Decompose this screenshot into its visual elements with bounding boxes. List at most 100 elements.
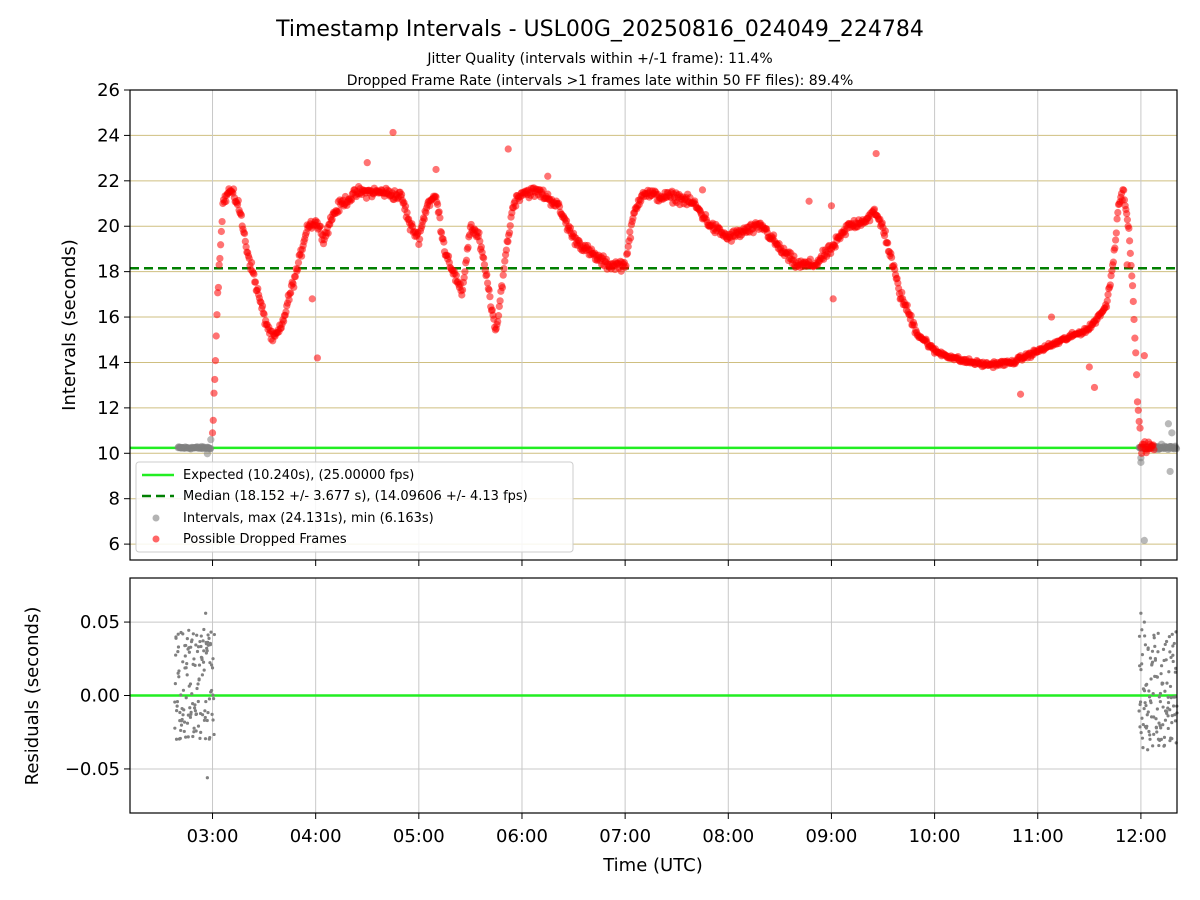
residual-point bbox=[187, 650, 191, 654]
residual-point bbox=[204, 699, 208, 704]
dropped-frame-point bbox=[504, 145, 512, 153]
dropped-frame-point bbox=[480, 254, 488, 262]
residual-point bbox=[1140, 736, 1145, 740]
dropped-frame-point bbox=[1128, 272, 1136, 280]
residual-point bbox=[1157, 695, 1161, 699]
dropped-frame-point bbox=[1113, 215, 1121, 223]
residual-point bbox=[195, 649, 200, 654]
residual-point bbox=[1162, 735, 1167, 739]
interval-point bbox=[207, 436, 215, 444]
residual-point bbox=[196, 682, 200, 686]
dropped-frame-point bbox=[420, 215, 428, 223]
legend-expected-label: Expected (10.240s), (25.00000 fps) bbox=[183, 468, 414, 483]
dropped-frame-point bbox=[1085, 363, 1093, 371]
residual-point bbox=[1173, 695, 1177, 699]
dropped-frame-point bbox=[362, 194, 371, 202]
residual-point bbox=[206, 633, 210, 637]
residual-point bbox=[192, 726, 196, 730]
residual-point bbox=[196, 699, 200, 704]
dropped-frame-point bbox=[624, 242, 632, 251]
residual-point bbox=[189, 710, 193, 714]
legend-intervals-marker bbox=[152, 514, 160, 522]
residual-point bbox=[1140, 716, 1144, 720]
dropped-frame-point bbox=[1132, 349, 1140, 357]
residual-point bbox=[1152, 633, 1156, 637]
residual-point bbox=[181, 713, 185, 717]
residual-point bbox=[1142, 620, 1146, 624]
residual-point bbox=[176, 632, 180, 636]
x-tick-label: 04:00 bbox=[290, 826, 342, 847]
dropped-frame-point bbox=[1125, 237, 1134, 245]
residual-point bbox=[192, 657, 196, 661]
legend-median-label: Median (18.152 +/- 3.677 s), (14.09606 +… bbox=[183, 489, 528, 504]
dropped-frame-point bbox=[218, 217, 226, 226]
dropped-frame-point bbox=[234, 196, 242, 205]
residual-point bbox=[194, 729, 198, 733]
residual-point bbox=[1154, 717, 1158, 721]
residual-point bbox=[211, 697, 216, 701]
chart-title: Timestamp Intervals - USL00G_20250816_02… bbox=[275, 17, 924, 42]
residual-point bbox=[188, 706, 192, 710]
y-tick-label: −0.05 bbox=[65, 759, 120, 780]
chart-subtitle-jitter: Jitter Quality (intervals within +/-1 fr… bbox=[426, 51, 772, 67]
residual-point bbox=[210, 666, 215, 670]
legend-box bbox=[135, 461, 574, 553]
residual-point bbox=[206, 710, 210, 715]
dropped-frame-point bbox=[435, 208, 443, 216]
residual-point bbox=[182, 729, 186, 734]
interval-point bbox=[1140, 536, 1148, 545]
dropped-frame-point bbox=[512, 202, 520, 210]
residual-point bbox=[186, 713, 190, 717]
residual-point bbox=[1152, 732, 1156, 736]
residual-point bbox=[199, 634, 203, 638]
dropped-frame-point bbox=[398, 190, 406, 199]
residual-point bbox=[184, 735, 188, 739]
y-tick-label: 8 bbox=[109, 489, 120, 510]
dropped-frame-point bbox=[432, 165, 440, 174]
residuals-plot: 03:00 04:00 05:00 06:00 07:00 08:00 09:00 10:00… bbox=[22, 577, 1179, 876]
dropped-frame-point bbox=[1135, 417, 1143, 426]
residual-point bbox=[202, 668, 206, 672]
dropped-frame-point bbox=[622, 262, 630, 270]
residual-point bbox=[202, 718, 207, 722]
residual-point bbox=[1169, 696, 1173, 700]
residual-point bbox=[185, 637, 189, 641]
dropped-frame-point bbox=[501, 257, 509, 265]
dropped-frame-point bbox=[485, 286, 493, 294]
residual-point bbox=[1170, 721, 1174, 725]
residual-point bbox=[1146, 646, 1150, 650]
residual-point bbox=[208, 661, 212, 665]
dropped-frame-point bbox=[499, 271, 507, 279]
dropped-frame-point bbox=[432, 193, 440, 201]
dropped-frame-point bbox=[827, 202, 836, 210]
dropped-frame-point bbox=[1130, 315, 1138, 324]
dropped-frame-point bbox=[214, 289, 222, 297]
dropped-frame-point bbox=[240, 229, 249, 238]
dropped-frame-point bbox=[213, 311, 221, 319]
residual-point bbox=[1159, 737, 1163, 741]
interval-point bbox=[1168, 429, 1176, 437]
residual-point bbox=[1137, 709, 1141, 713]
residual-point bbox=[199, 644, 203, 649]
dropped-frame-point bbox=[433, 200, 442, 209]
residual-point bbox=[1150, 660, 1155, 664]
dropped-frame-point bbox=[316, 222, 324, 230]
dropped-frame-point bbox=[1102, 303, 1111, 311]
dropped-frame-point bbox=[1133, 398, 1142, 406]
dropped-frame-point bbox=[458, 286, 467, 294]
dropped-frame-point bbox=[416, 235, 424, 243]
residual-point bbox=[1146, 710, 1150, 714]
residual-point bbox=[195, 686, 199, 691]
dropped-frame-point bbox=[280, 317, 288, 325]
dropped-frame-point bbox=[1123, 261, 1131, 269]
residual-point bbox=[1161, 705, 1165, 709]
residual-point bbox=[196, 724, 201, 728]
dropped-frame-point bbox=[217, 227, 225, 236]
residual-point bbox=[1145, 682, 1149, 687]
legend-dropped-marker bbox=[152, 535, 160, 543]
dropped-frame-point bbox=[770, 231, 778, 239]
residual-point bbox=[185, 673, 189, 677]
residual-point bbox=[198, 736, 202, 741]
dropped-frame-point bbox=[1103, 297, 1111, 305]
